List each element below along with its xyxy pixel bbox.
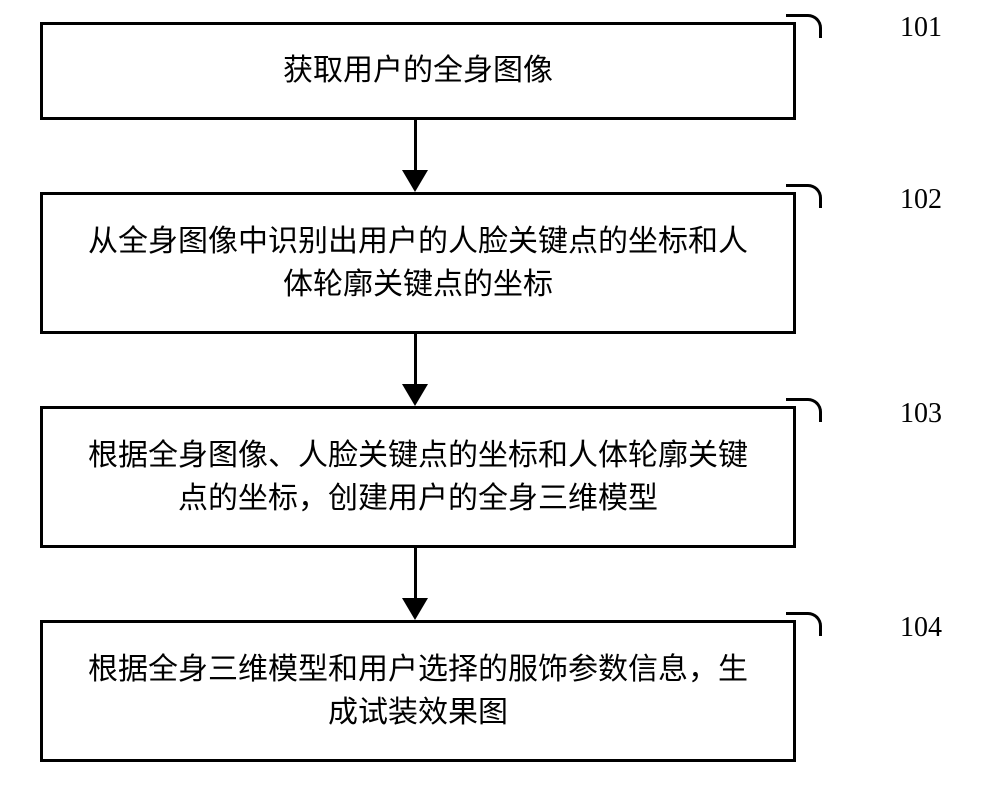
flowchart-canvas: 获取用户的全身图像 101 从全身图像中识别出用户的人脸关键点的坐标和人 体轮廓关键… bbox=[0, 0, 1000, 809]
flow-step-104: 根据全身三维模型和用户选择的服饰参数信息，生 成试装效果图 bbox=[40, 620, 796, 762]
step-label-104: 104 bbox=[900, 612, 942, 644]
step-label-102: 102 bbox=[900, 184, 942, 216]
label-leader bbox=[786, 14, 822, 38]
arrow-shaft-2 bbox=[414, 334, 417, 384]
flow-step-text: 根据全身图像、人脸关键点的坐标和人体轮廓关键 点的坐标，创建用户的全身三维模型 bbox=[88, 434, 748, 521]
flow-step-text: 从全身图像中识别出用户的人脸关键点的坐标和人 体轮廓关键点的坐标 bbox=[88, 220, 748, 307]
arrow-head-2 bbox=[402, 384, 428, 406]
arrow-shaft-1 bbox=[414, 120, 417, 170]
flow-step-101: 获取用户的全身图像 bbox=[40, 22, 796, 120]
arrow-shaft-3 bbox=[414, 548, 417, 598]
flow-step-102: 从全身图像中识别出用户的人脸关键点的坐标和人 体轮廓关键点的坐标 bbox=[40, 192, 796, 334]
flow-step-text: 获取用户的全身图像 bbox=[283, 49, 553, 93]
step-label-101: 101 bbox=[900, 12, 942, 44]
flow-step-text: 根据全身三维模型和用户选择的服饰参数信息，生 成试装效果图 bbox=[88, 648, 748, 735]
label-leader bbox=[786, 184, 822, 208]
flow-step-103: 根据全身图像、人脸关键点的坐标和人体轮廓关键 点的坐标，创建用户的全身三维模型 bbox=[40, 406, 796, 548]
step-label-103: 103 bbox=[900, 398, 942, 430]
arrow-head-3 bbox=[402, 598, 428, 620]
label-leader bbox=[786, 398, 822, 422]
arrow-head-1 bbox=[402, 170, 428, 192]
label-leader bbox=[786, 612, 822, 636]
